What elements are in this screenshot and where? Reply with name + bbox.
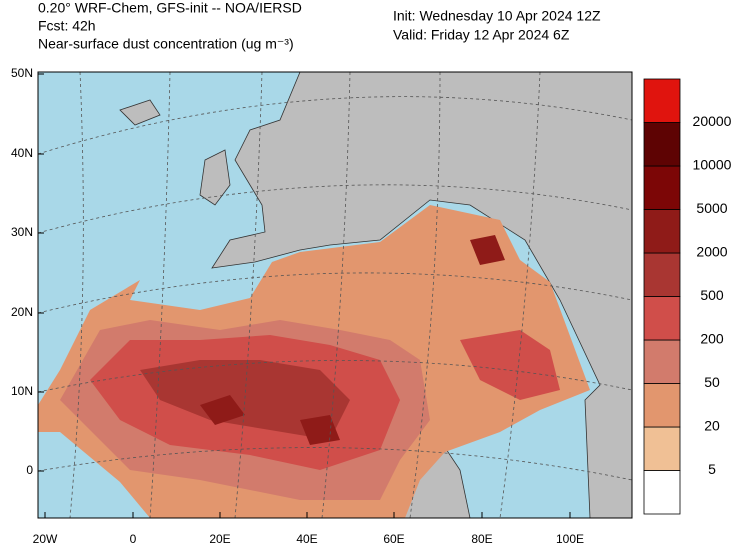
- colorbar-box: [643, 383, 681, 428]
- graticule: [37, 71, 633, 519]
- lon-labels: 20W 0 20E 40E 60E 80E 100E: [33, 512, 584, 546]
- colorbar-box: [643, 209, 681, 254]
- lon-label: 0: [130, 532, 137, 546]
- lon-label: 60E: [383, 532, 404, 546]
- lon-label: 20E: [209, 532, 230, 546]
- forecast: Fcst: 42h: [38, 18, 96, 34]
- lon-label: 20W: [33, 532, 58, 546]
- colorbar-label: 10000: [693, 157, 732, 173]
- lat-label: 10N: [11, 384, 33, 398]
- colorbar-label: 500: [700, 287, 724, 303]
- colorbar-box: [643, 426, 681, 471]
- colorbar-box: [643, 252, 681, 297]
- lon-label: 100E: [556, 532, 584, 546]
- lat-label: 50N: [11, 66, 33, 80]
- colorbar-box: [643, 165, 681, 210]
- lat-label: 40N: [11, 146, 33, 160]
- colorbar-box: [643, 470, 681, 515]
- land-eurasia: [175, 71, 633, 519]
- init-time: Init: Wednesday 10 Apr 2024 12Z: [393, 8, 601, 24]
- colorbar-box: [643, 339, 681, 384]
- dust-arabia: [460, 330, 560, 400]
- land-britain: [199, 149, 231, 206]
- lat-label: 0: [26, 463, 33, 477]
- dust-higher: [140, 360, 350, 440]
- map-frame: [37, 71, 633, 519]
- colorbar-box: [643, 122, 681, 167]
- variable: Near-surface dust concentration (ug m⁻³): [38, 36, 294, 52]
- land-iceland: [119, 99, 161, 126]
- colorbar-box: [643, 78, 681, 123]
- colorbar: 5 20 50 200 500 2000 5000 10000 20000: [643, 78, 732, 515]
- lat-labels: 50N 40N 30N 20N 10N 0: [11, 66, 44, 477]
- colorbar-label: 5000: [696, 200, 727, 216]
- lat-label: 20N: [11, 305, 33, 319]
- colorbar-label: 5: [708, 461, 716, 477]
- colorbar-box: [643, 296, 681, 341]
- title: 0.20° WRF-Chem, GFS-init -- NOA/IERSD: [38, 0, 302, 16]
- colorbar-label: 50: [704, 374, 720, 390]
- valid-time: Valid: Friday 12 Apr 2024 6Z: [393, 27, 570, 43]
- lon-label: 80E: [471, 532, 492, 546]
- colorbar-label: 2000: [696, 244, 727, 260]
- lon-label: 40E: [296, 532, 317, 546]
- map: [37, 71, 633, 519]
- colorbar-label: 20: [704, 418, 720, 434]
- colorbar-label: 20000: [693, 113, 732, 129]
- lat-label: 30N: [11, 225, 33, 239]
- colorbar-label: 200: [700, 331, 724, 347]
